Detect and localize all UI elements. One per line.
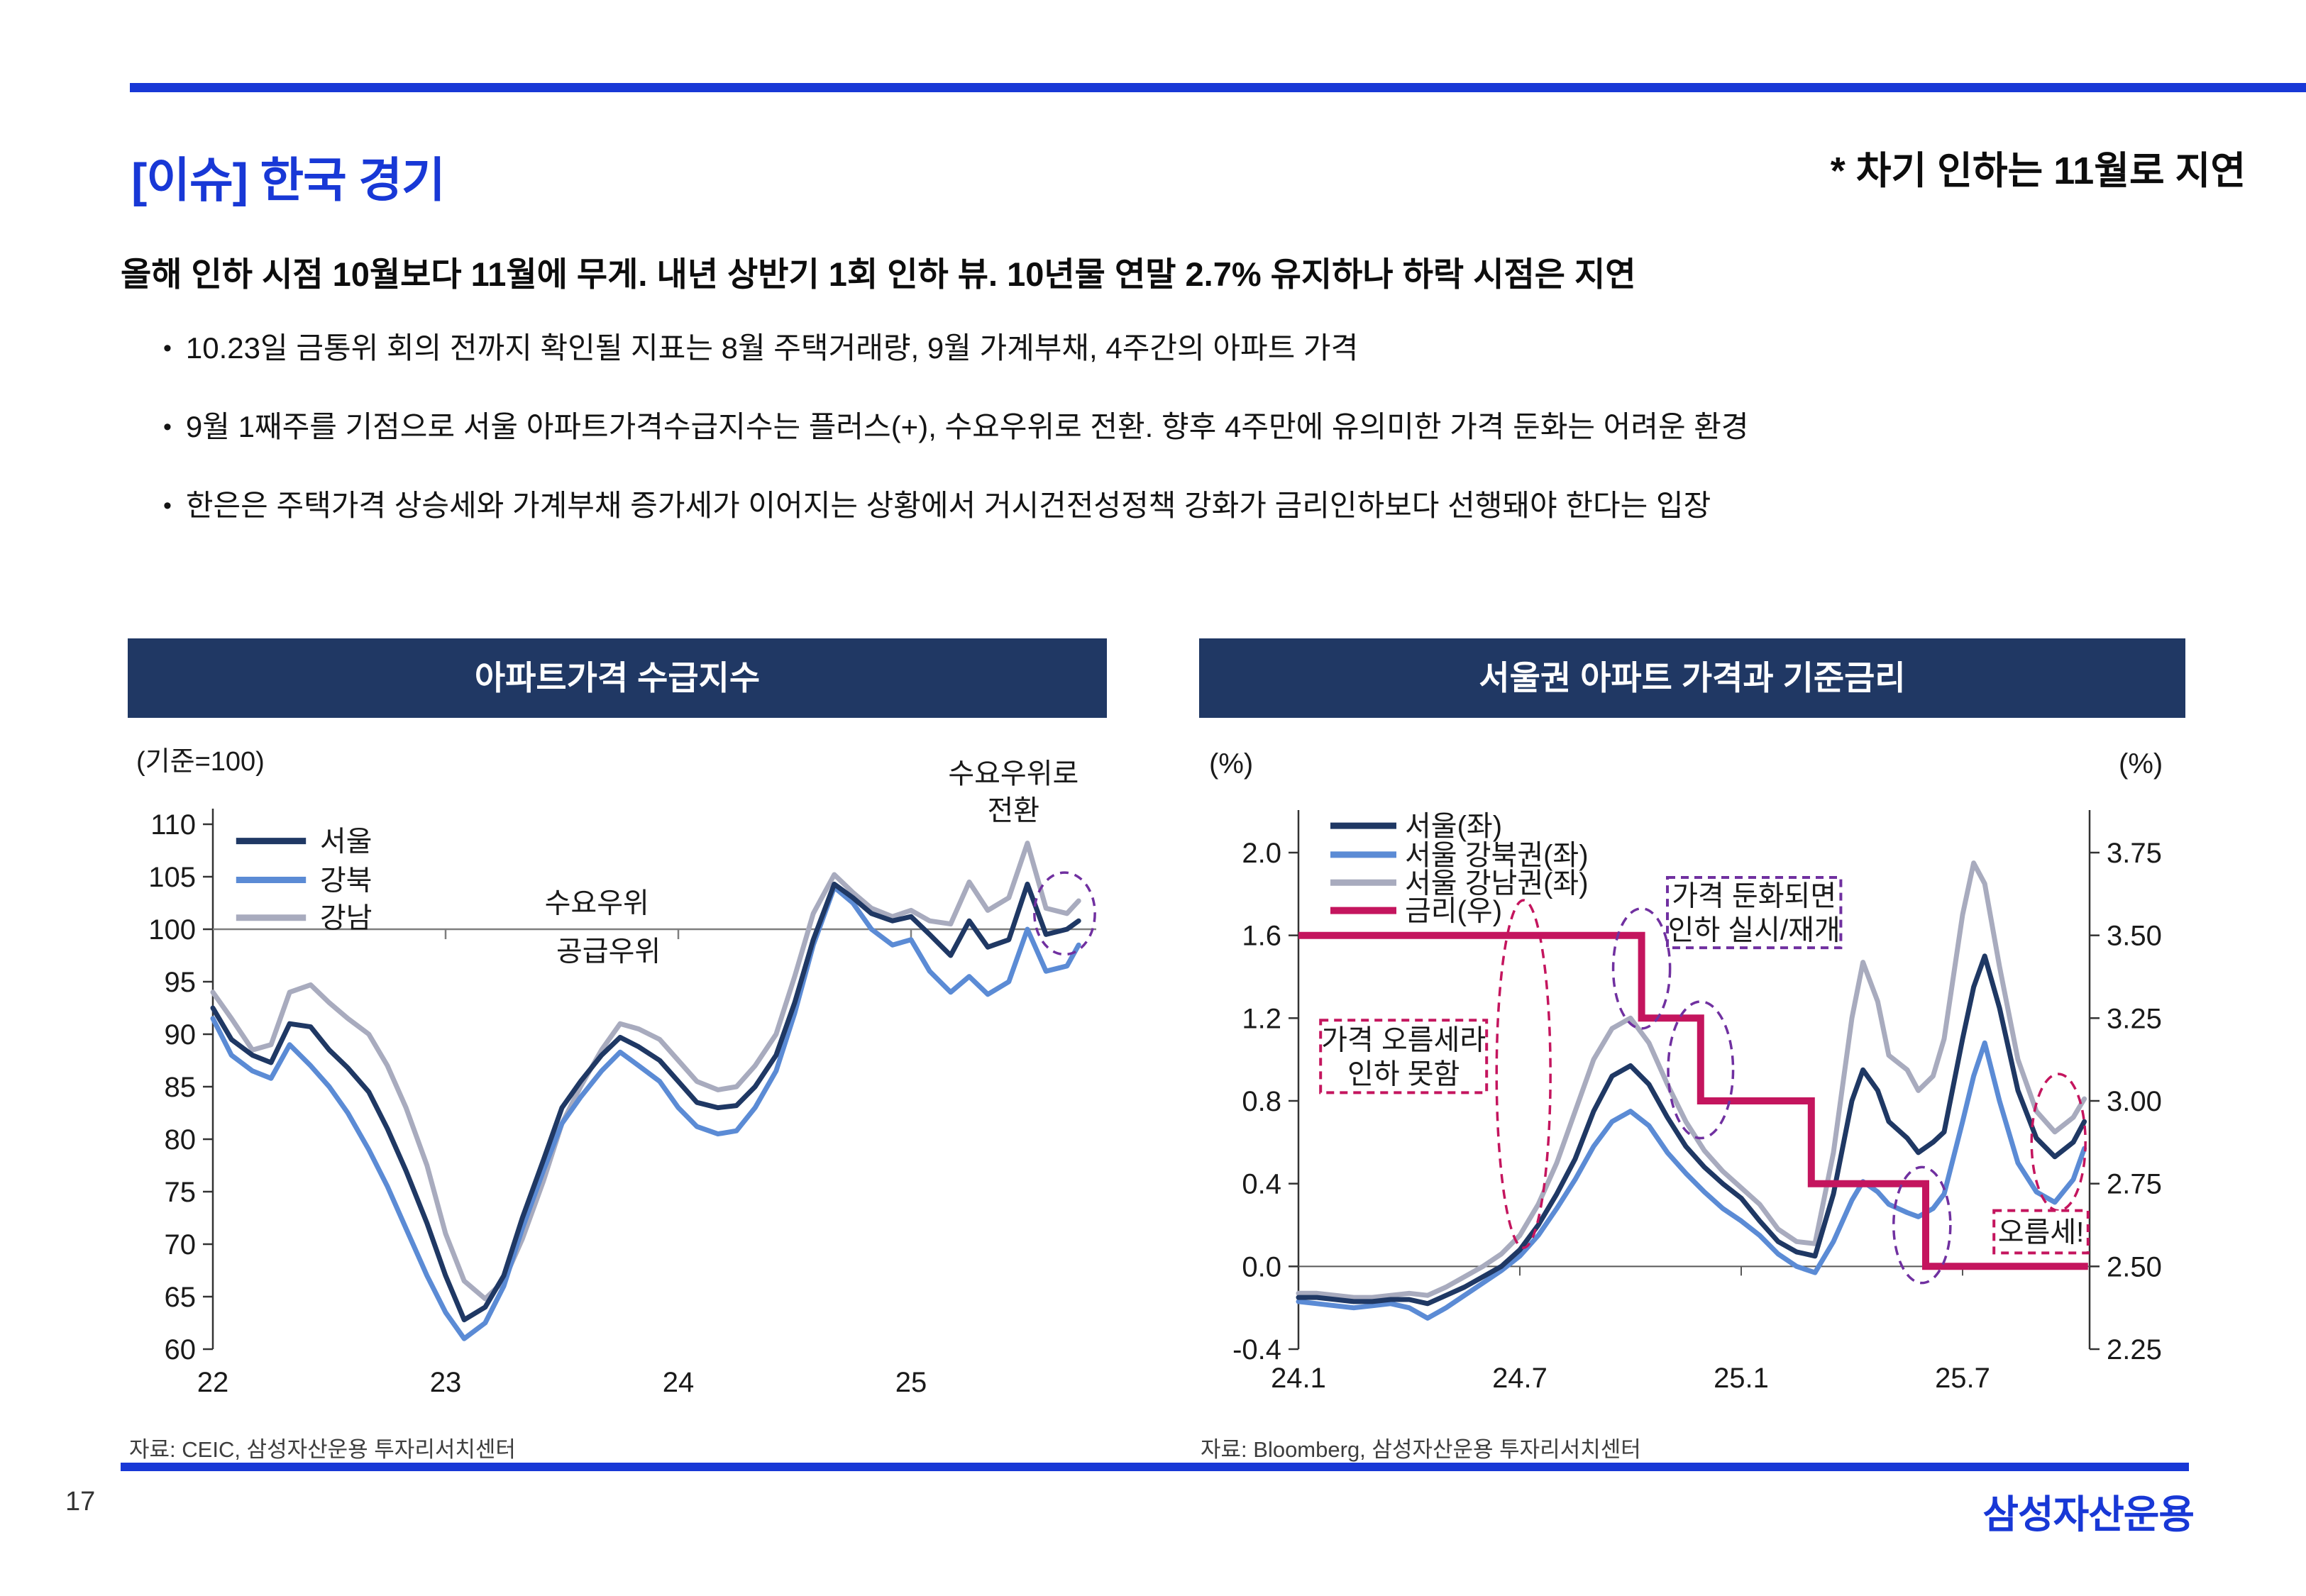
right-chart-x-tick-label: 25.7	[1935, 1363, 1990, 1394]
right-chart-right-tick-label: 2.50	[2107, 1251, 2162, 1282]
bullet-item-3: 한은은 주택가격 상승세와 가계부채 증가세가 이어지는 상황에서 거시건전성정…	[163, 485, 2207, 528]
top-divider-rule	[130, 83, 2306, 92]
price-rate-chart: (%) (%) 2.0 1.6 1.2 0.8 0.4 0.0 -0.4 3.75 3.50 3.25…	[1199, 718, 2185, 1430]
headline: 올해 인하 시점 10월보다 11월에 무게. 내년 상반기 1회 인하 뷰. …	[121, 255, 1636, 293]
annotation-box-text: 가격 오름세라	[1321, 1024, 1486, 1055]
right-chart-right-tick-label: 3.00	[2107, 1086, 2162, 1117]
annotation-transition: 수요우위로 전환	[948, 758, 1078, 826]
company-logo: 삼성자산운용	[1982, 1492, 2195, 1536]
annotation-box-1	[1666, 876, 1843, 950]
right-chart-x-tick-label: 25.1	[1714, 1363, 1769, 1394]
bullet-item-2: 9월 1째주를 기점으로 서울 아파트가격수급지수는 플러스(+), 수요우위로…	[163, 406, 2207, 450]
left-chart-y-tick-label: 65	[165, 1282, 197, 1313]
left-chart-y-tick-label: 95	[165, 967, 197, 998]
supply-demand-chart-card: 아파트가격 수급지수 (기준=100) 110 105 100 95 90 85 80 75 70…	[128, 638, 1107, 1463]
right-chart-right-tick-label: 3.25	[2107, 1003, 2162, 1034]
right-chart-left-tick-label: 2.0	[1242, 838, 1281, 869]
left-chart-x-tick-label: 23	[430, 1367, 462, 1398]
left-chart-y-tick-label: 80	[165, 1124, 197, 1156]
price-series-line-2	[1296, 860, 2087, 1300]
right-chart-right-tick-label: 3.50	[2107, 921, 2162, 952]
left-chart-x-tick-label: 22	[197, 1367, 229, 1398]
left-chart-x-tick-label: 24	[663, 1367, 695, 1398]
right-chart-right-unit: (%)	[2119, 748, 2163, 780]
supply-demand-chart-source: 자료: CEIC, 삼성자산운용 투자리서치센터	[129, 1437, 516, 1462]
left-legend-label-0: 서울	[320, 826, 373, 858]
title-note: * 차기 인하는 11월로 지연	[1830, 150, 2246, 192]
left-chart-y-tick-label: 90	[165, 1019, 197, 1051]
series-line-2	[210, 841, 1081, 1302]
bullet-item-1: 10.23일 금통위 회의 전까지 확인될 지표는 8월 주택거래량, 9월 가…	[163, 328, 2207, 371]
annotation-supply-dominant: 공급우위	[556, 936, 661, 967]
right-legend-label-0: 서울(좌)	[1405, 811, 1502, 842]
right-chart-right-tick-label: 2.75	[2107, 1169, 2162, 1200]
annotation-box-0	[1319, 1019, 1489, 1095]
right-chart-left-tick-label: 0.4	[1242, 1169, 1281, 1200]
right-chart-right-tick-label: 3.75	[2107, 838, 2162, 869]
series-line-1	[210, 885, 1081, 1341]
right-chart-left-unit: (%)	[1209, 748, 1253, 780]
right-chart-right-tick-label: 2.25	[2107, 1334, 2162, 1365]
left-chart-y-tick-label: 60	[165, 1334, 197, 1365]
annotation-box-text: 오름세!	[1998, 1217, 2085, 1248]
annotation-box-text: 가격 둔화되면	[1672, 881, 1836, 912]
right-chart-x-tick-label: 24.7	[1492, 1363, 1548, 1394]
left-chart-y-tick-label: 85	[165, 1072, 197, 1103]
bullet-list: 10.23일 금통위 회의 전까지 확인될 지표는 8월 주택거래량, 9월 가…	[163, 328, 2207, 564]
supply-demand-chart-title: 아파트가격 수급지수	[128, 638, 1107, 718]
annotation-ellipse-2	[1667, 1000, 1735, 1140]
annotation-ellipse-0	[1495, 899, 1552, 1249]
base-rate-step-line	[1298, 931, 2088, 1270]
annotation-ellipse-1	[1611, 907, 1672, 1030]
right-legend-label-1: 서울 강북권(좌)	[1405, 840, 1589, 871]
price-series-line-0	[1296, 953, 2087, 1307]
price-rate-chart-source: 자료: Bloomberg, 삼성자산운용 투자리서치센터	[1201, 1437, 1641, 1462]
left-legend-label-1: 강북	[320, 865, 373, 896]
price-rate-chart-card: 서울권 아파트 가격과 기준금리 (%) (%) 2.0 1.6 1.2 0.8 0.4 0.…	[1199, 638, 2185, 1463]
right-chart-left-tick-label: 1.6	[1242, 921, 1281, 952]
right-chart-left-tick-label: 1.2	[1242, 1003, 1281, 1034]
page-number: 17	[65, 1487, 96, 1517]
right-legend-label-2: 서울 강남권(좌)	[1405, 868, 1589, 899]
left-axis-unit-label: (기준=100)	[136, 747, 265, 777]
bottom-divider-rule	[121, 1463, 2189, 1471]
series-line-0	[210, 881, 1081, 1323]
left-chart-y-tick-label: 70	[165, 1229, 197, 1260]
annotation-box-text: 인하 못함	[1347, 1058, 1460, 1090]
left-legend-label-2: 강남	[320, 903, 373, 934]
page-title: [이슈] 한국 경기	[131, 153, 446, 207]
left-chart-y-tick-label: 75	[165, 1177, 197, 1208]
transition-ellipse	[1033, 871, 1096, 956]
annotation-box-text: 인하 실시/재개	[1668, 915, 1841, 946]
price-rate-chart-svg: (%) (%) 2.0 1.6 1.2 0.8 0.4 0.0 -0.4 3.75 3.50 3.25…	[1209, 748, 2163, 1394]
left-chart-y-tick-label: 100	[148, 914, 196, 946]
right-chart-left-tick-label: 0.8	[1242, 1086, 1281, 1117]
price-rate-chart-title: 서울권 아파트 가격과 기준금리	[1199, 638, 2185, 718]
supply-demand-chart: (기준=100) 110 105 100 95 90 85 80 75 70 65 60 22 23 24 2…	[128, 718, 1107, 1430]
annotation-demand-dominant: 수요우위	[545, 887, 649, 919]
right-chart-x-tick-label: 24.1	[1271, 1363, 1326, 1394]
annotation-box-2	[1992, 1209, 2090, 1255]
right-chart-left-tick-label: -0.4	[1232, 1334, 1281, 1365]
left-chart-y-tick-label: 105	[148, 862, 196, 893]
left-chart-x-tick-label: 25	[895, 1367, 927, 1398]
left-chart-y-tick-label: 110	[150, 809, 196, 841]
right-chart-left-tick-label: 0.0	[1242, 1251, 1281, 1282]
price-series-line-1	[1296, 1040, 2087, 1321]
right-legend-label-rate: 금리(우)	[1405, 896, 1502, 927]
